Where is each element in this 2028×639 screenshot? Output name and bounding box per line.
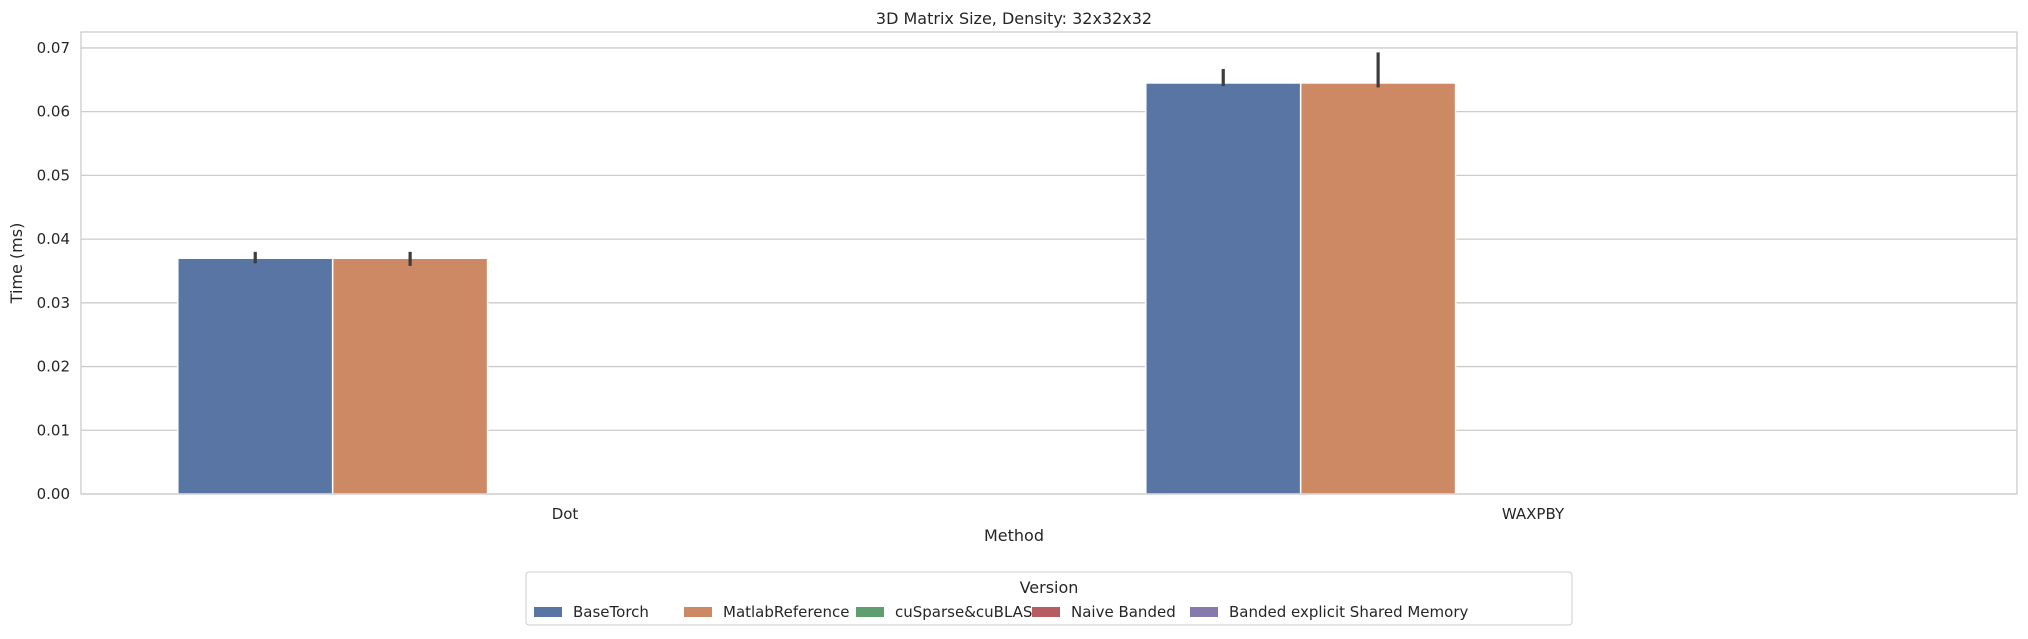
y-tick-label: 0.05 — [37, 166, 70, 184]
y-tick-label: 0.04 — [37, 230, 70, 248]
bars-layer — [177, 82, 1457, 495]
legend-title: Version — [1020, 578, 1079, 597]
legend-swatch — [534, 607, 562, 617]
legend-items: BaseTorch MatlabReference cuSparse&cuBLAS N… — [534, 603, 1468, 621]
legend-label: BaseTorch — [573, 603, 649, 621]
legend-swatch — [684, 607, 712, 617]
x-axis-ticks: Dot WAXPBY — [552, 505, 1565, 523]
plot-area-frame — [80, 31, 2018, 495]
y-tick-label: 0.03 — [37, 294, 70, 312]
y-tick-label: 0.02 — [37, 358, 70, 376]
legend-swatch — [1032, 607, 1060, 617]
y-tick-label: 0.00 — [37, 485, 70, 503]
x-tick-label: Dot — [552, 505, 579, 523]
bar — [331, 257, 489, 495]
legend-swatch — [1190, 607, 1218, 617]
bar — [177, 257, 334, 495]
bar — [1145, 82, 1302, 495]
legend-swatch — [856, 607, 884, 617]
bar — [1299, 82, 1457, 495]
y-axis-label: Time (ms) — [7, 223, 26, 305]
errorbars-layer — [253, 52, 1380, 266]
chart-title: 3D Matrix Size, Density: 32x32x32 — [876, 9, 1152, 28]
y-tick-label: 0.01 — [37, 421, 70, 439]
x-axis-label: Method — [984, 526, 1044, 545]
y-axis-ticks: 0.00 0.01 0.02 0.03 0.04 0.05 0.06 0.07 — [37, 39, 70, 503]
y-tick-label: 0.07 — [37, 39, 70, 57]
legend-label: Naive Banded — [1071, 603, 1176, 621]
legend-label: MatlabReference — [723, 603, 849, 621]
legend-frame — [525, 571, 1573, 626]
legend: Version BaseTorch MatlabReference cuSparse… — [525, 571, 1573, 626]
y-tick-label: 0.06 — [37, 103, 70, 121]
legend-label: Banded explicit Shared Memory — [1229, 603, 1468, 621]
legend-label: cuSparse&cuBLAS — [895, 603, 1032, 621]
x-tick-label: WAXPBY — [1502, 505, 1565, 523]
